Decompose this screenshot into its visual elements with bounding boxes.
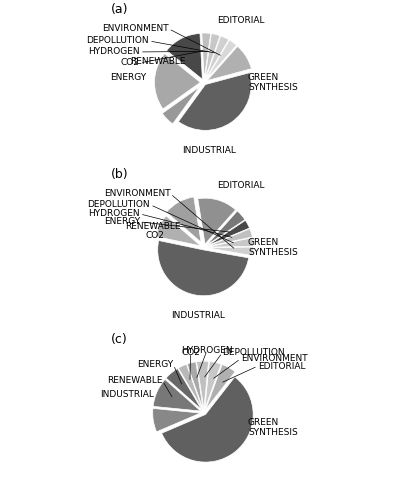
Text: ENERGY: ENERGY xyxy=(104,218,140,226)
Wedge shape xyxy=(153,380,201,411)
Text: ENVIRONMENT: ENVIRONMENT xyxy=(241,354,307,363)
Wedge shape xyxy=(202,33,211,79)
Text: DEPOLLUTION: DEPOLLUTION xyxy=(86,36,149,46)
Wedge shape xyxy=(206,36,229,79)
Text: DEPOLLUTION: DEPOLLUTION xyxy=(222,348,285,357)
Text: DEPOLLUTION: DEPOLLUTION xyxy=(88,200,150,209)
Wedge shape xyxy=(155,54,200,109)
Text: EDITORIAL: EDITORIAL xyxy=(217,180,265,190)
Text: GREEN
SYNTHESIS: GREEN SYNTHESIS xyxy=(248,418,298,438)
Wedge shape xyxy=(205,362,221,409)
Wedge shape xyxy=(208,238,253,247)
Wedge shape xyxy=(162,377,253,462)
Wedge shape xyxy=(206,364,235,410)
Text: RENEWABLE: RENEWABLE xyxy=(107,376,162,385)
Text: EDITORIAL: EDITORIAL xyxy=(258,362,305,370)
Wedge shape xyxy=(166,34,202,79)
Text: CO2: CO2 xyxy=(121,58,140,68)
Text: (a): (a) xyxy=(111,4,129,16)
Wedge shape xyxy=(207,46,251,80)
Wedge shape xyxy=(162,87,200,124)
Wedge shape xyxy=(178,72,251,130)
Wedge shape xyxy=(208,247,253,256)
Wedge shape xyxy=(153,408,200,432)
Text: HYDROGEN: HYDROGEN xyxy=(88,210,140,218)
Wedge shape xyxy=(187,362,203,409)
Wedge shape xyxy=(156,216,201,246)
Wedge shape xyxy=(207,211,245,245)
Wedge shape xyxy=(198,198,235,244)
Text: INDUSTRIAL: INDUSTRIAL xyxy=(171,312,225,320)
Wedge shape xyxy=(205,34,220,79)
Text: (c): (c) xyxy=(111,334,128,346)
Text: ENERGY: ENERGY xyxy=(137,360,173,370)
Text: CO2: CO2 xyxy=(181,348,200,357)
Text: RENEWABLE: RENEWABLE xyxy=(130,56,186,66)
Text: INDUSTRIAL: INDUSTRIAL xyxy=(100,390,154,398)
Text: HYDROGEN: HYDROGEN xyxy=(88,48,140,56)
Wedge shape xyxy=(207,220,250,246)
Text: (b): (b) xyxy=(111,168,129,181)
Wedge shape xyxy=(166,197,201,242)
Wedge shape xyxy=(208,228,253,246)
Text: ENERGY: ENERGY xyxy=(110,73,146,82)
Wedge shape xyxy=(206,40,237,80)
Text: RENEWABLE: RENEWABLE xyxy=(125,222,181,230)
Wedge shape xyxy=(197,361,208,409)
Wedge shape xyxy=(158,240,248,296)
Text: GREEN
SYNTHESIS: GREEN SYNTHESIS xyxy=(248,73,298,92)
Wedge shape xyxy=(178,364,202,409)
Wedge shape xyxy=(166,368,202,410)
Text: INDUSTRIAL: INDUSTRIAL xyxy=(182,146,236,156)
Text: EDITORIAL: EDITORIAL xyxy=(217,16,265,24)
Text: ENVIRONMENT: ENVIRONMENT xyxy=(104,189,171,198)
Text: ENVIRONMENT: ENVIRONMENT xyxy=(102,24,169,33)
Text: GREEN
SYNTHESIS: GREEN SYNTHESIS xyxy=(248,238,298,257)
Text: HYDROGEN: HYDROGEN xyxy=(181,346,233,354)
Text: CO2: CO2 xyxy=(145,231,164,240)
